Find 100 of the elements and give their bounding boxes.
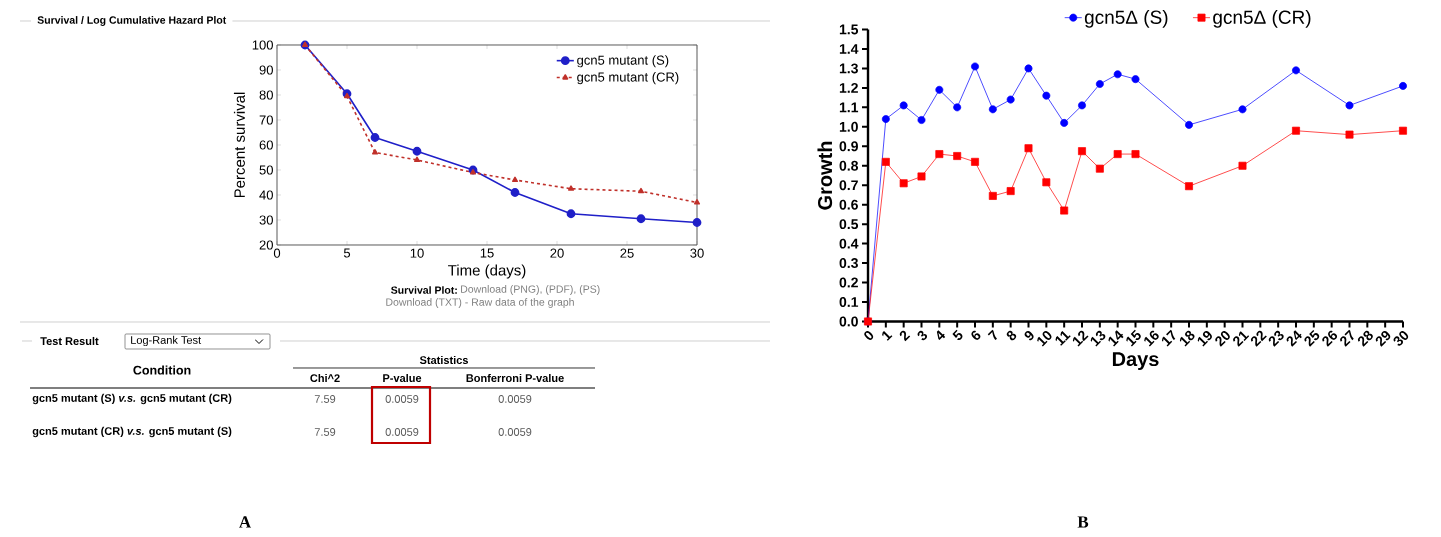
y-tick-label: 0.7 (839, 180, 858, 191)
y-tick-label: 0.5 (839, 219, 859, 230)
point (1185, 182, 1193, 191)
text: Statistics (419, 355, 469, 365)
x-tick-label: 6 (971, 330, 981, 340)
point (1078, 147, 1086, 156)
point (1095, 164, 1104, 173)
x-tick-label: 2 (899, 330, 911, 342)
y-tick-label: 1.4 (839, 44, 859, 54)
y-axis-title: Growth (817, 141, 833, 210)
point (881, 157, 890, 166)
point (370, 133, 380, 142)
point (1060, 118, 1069, 127)
point (1238, 161, 1247, 170)
point (1238, 105, 1247, 114)
y-tick-label: 20 (259, 240, 273, 250)
point (692, 218, 702, 227)
text: gcn5 mutant (CR) v.s. gcn5 mutant (S) (32, 426, 232, 438)
text: Test Result (40, 336, 99, 346)
point (935, 85, 944, 94)
point (1185, 120, 1193, 129)
text: Log-Rank Test (131, 335, 202, 347)
x-tick-label: 29 (1375, 330, 1391, 347)
point (566, 209, 576, 219)
point (1024, 64, 1033, 73)
point (1345, 101, 1354, 110)
x-tick-label: 24 (1286, 330, 1302, 347)
x-tick-label: 19 (1197, 330, 1212, 347)
x-tick-label: 20 (1215, 330, 1230, 347)
text: 0.0059 (498, 395, 532, 403)
text: P-value (383, 373, 422, 383)
point (1078, 101, 1086, 110)
x-tick-label: 26 (1322, 330, 1338, 347)
point (636, 214, 646, 224)
x-tick-label: 8 (1006, 330, 1017, 341)
x-axis-title: Time (days) (448, 264, 526, 279)
point (371, 149, 379, 155)
x-tick-label: 7 (987, 329, 997, 341)
y-tick-label: 1.3 (839, 63, 858, 74)
text: A (239, 516, 252, 528)
x-tick-label: 17 (1161, 329, 1176, 347)
text: Download (PNG), (PDF), (PS) (461, 285, 600, 295)
y-tick-label: 0.9 (839, 141, 858, 152)
x-tick-label: 14 (1108, 330, 1124, 347)
x-tick-label: 27 (1340, 329, 1354, 347)
point (1060, 206, 1069, 215)
point (899, 101, 908, 110)
x-tick-label: 22 (1250, 330, 1267, 347)
point (1131, 75, 1140, 84)
y-tick-label: 60 (259, 140, 273, 150)
y-tick-label: 50 (259, 165, 273, 175)
point (1399, 81, 1407, 90)
y-tick-label: 0.6 (839, 199, 858, 210)
x-tick-label: 30 (690, 248, 704, 258)
x-tick-label: 5 (952, 329, 963, 341)
text: Survival / Log Cumulative Hazard Plot (37, 16, 227, 26)
point (917, 172, 926, 181)
point (510, 188, 520, 197)
point (1006, 95, 1015, 104)
point (917, 116, 926, 124)
text: gcn5 mutant (S) v.s. gcn5 mutant (CR) (32, 393, 232, 405)
x-tick-label: 28 (1357, 330, 1373, 347)
point (413, 156, 421, 163)
y-tick-label: 0.1 (839, 297, 859, 307)
y-tick-label: 1.2 (839, 82, 858, 93)
point (511, 176, 519, 183)
y-tick-label: 0.8 (839, 160, 859, 171)
x-tick-label: 15 (480, 248, 494, 258)
point (881, 115, 890, 123)
point (1292, 126, 1300, 135)
point (899, 179, 908, 188)
point (1131, 150, 1140, 159)
text: Download (TXT) - Raw data of the graph (386, 298, 574, 308)
x-tick-label: 10 (410, 248, 424, 258)
point (1095, 80, 1104, 88)
y-tick-label: 90 (259, 65, 273, 75)
text: 7.59 (314, 395, 336, 403)
x-tick-label: 30 (1393, 330, 1409, 346)
x-tick-label: 21 (1233, 331, 1250, 347)
x-tick-label: 16 (1144, 330, 1159, 347)
point (971, 62, 979, 71)
point (953, 152, 962, 160)
x-tick-label: 9 (1024, 330, 1034, 341)
x-tick-label: 12 (1072, 330, 1089, 347)
x-tick-label: 15 (1126, 329, 1141, 347)
text: B (1077, 516, 1089, 528)
point (1006, 187, 1015, 196)
point (1345, 130, 1354, 139)
point (693, 199, 701, 205)
y-tick-label: 0.4 (839, 238, 859, 249)
text: 0.0059 (385, 395, 419, 403)
legend-label: gcn5Δ (CR) (1213, 10, 1311, 28)
y-axis-title: Percent survival (233, 92, 245, 198)
y-tick-label: 0.2 (839, 277, 858, 288)
x-tick-label: 10 (1037, 330, 1052, 347)
x-tick-label: 25 (1304, 329, 1320, 347)
y-tick-label: 80 (259, 90, 273, 100)
y-tick-label: 70 (259, 115, 273, 125)
point (567, 185, 575, 191)
x-tick-label: 25 (620, 248, 634, 258)
